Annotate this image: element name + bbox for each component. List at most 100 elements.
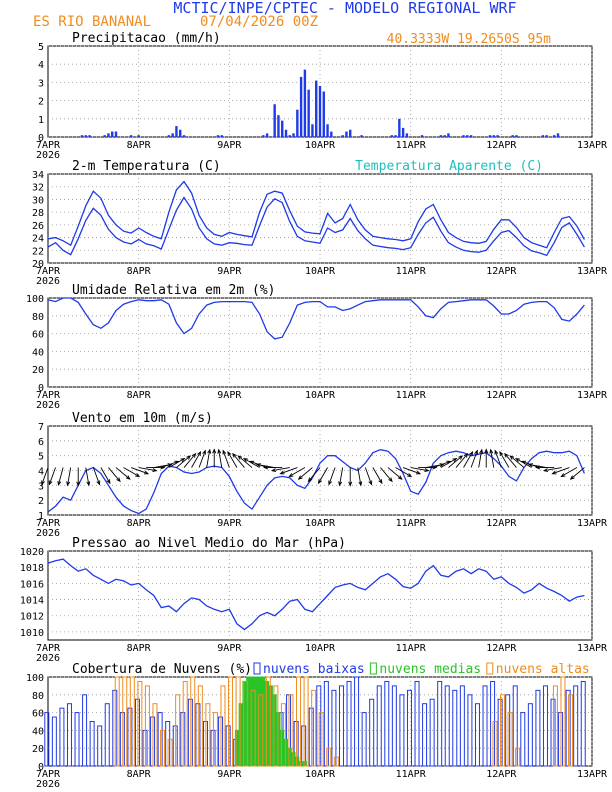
wind-arrow-head bbox=[180, 457, 186, 462]
cloud-bar-altas bbox=[500, 694, 506, 767]
wind-arrow-head bbox=[66, 481, 71, 487]
wind-arrow-head bbox=[469, 450, 474, 456]
wind-arrow bbox=[206, 449, 211, 468]
precip-bar bbox=[420, 135, 424, 137]
x-tick-label: 11APR bbox=[396, 518, 427, 529]
cloud-bar-altas bbox=[318, 712, 324, 767]
x-tick-label: 9APR bbox=[217, 390, 242, 401]
panel-title: 2-m Temperatura (C) bbox=[72, 159, 221, 174]
series-line bbox=[47, 558, 585, 631]
wind-arrow bbox=[256, 463, 275, 468]
x-tick-label: 7APR bbox=[36, 390, 61, 401]
wind-arrow bbox=[100, 467, 111, 484]
y-tick-label: 4 bbox=[38, 467, 44, 478]
wind-arrow-head bbox=[348, 481, 353, 487]
precip-bar bbox=[281, 120, 284, 137]
precip-bar bbox=[103, 135, 106, 137]
precip-bar bbox=[466, 135, 469, 137]
header-coords: 40.3333W 19.2650S 95m bbox=[387, 32, 552, 47]
x-tick-label: 12APR bbox=[486, 518, 517, 529]
precip-bar bbox=[462, 135, 465, 137]
x-tick-label: 12APR bbox=[486, 390, 517, 401]
cloud-bar-baixas bbox=[369, 698, 375, 767]
wind-arrow bbox=[395, 467, 412, 477]
y-tick-label: 34 bbox=[32, 170, 44, 181]
cloud-bar-baixas bbox=[520, 712, 526, 767]
panel-5: 0 20 40 60 80 100 7APR 8APR 9APR 10APR 11APR 12APR 1… bbox=[26, 662, 608, 790]
wind-arrow-head bbox=[135, 473, 141, 478]
cloud-bar-altas bbox=[152, 703, 158, 767]
wind-arrow bbox=[380, 467, 393, 482]
header-run: 07/04/2026 00Z bbox=[200, 14, 318, 30]
cloud-bar-altas bbox=[175, 694, 181, 767]
y-tick-label: 1016 bbox=[20, 579, 44, 590]
wind-arrow bbox=[478, 449, 483, 468]
wind-arrow-head bbox=[116, 477, 121, 483]
cloud-bar-medias bbox=[299, 761, 304, 767]
precip-bar bbox=[553, 135, 556, 137]
cloud-bar-altas bbox=[197, 685, 203, 767]
wind-arrow bbox=[308, 467, 321, 482]
y-tick-label: 0 bbox=[38, 383, 44, 394]
wind-arrow-head bbox=[514, 457, 520, 462]
cloud-bar-baixas bbox=[414, 680, 420, 767]
wind-arrow-head bbox=[249, 460, 255, 465]
x-tick-label: 8APR bbox=[127, 266, 152, 277]
wind-arrow bbox=[58, 467, 64, 486]
y-tick-label: 100 bbox=[26, 294, 44, 305]
x-tick-label: 7APR bbox=[36, 140, 61, 151]
cloud-bar-baixas bbox=[97, 725, 103, 767]
x-tick-label: 11APR bbox=[396, 643, 427, 654]
precip-bar bbox=[492, 135, 495, 137]
x-tick-label: 7APR bbox=[36, 643, 61, 654]
wind-arrow bbox=[168, 458, 185, 468]
y-tick-label: 100 bbox=[26, 673, 44, 684]
cloud-bar-baixas bbox=[59, 707, 65, 767]
y-tick-label: 1 bbox=[38, 115, 44, 126]
cloud-bar-altas bbox=[114, 676, 120, 767]
x-tick-label: 9APR bbox=[217, 769, 242, 780]
precip-bar bbox=[405, 133, 409, 137]
y-tick-label: 20 bbox=[32, 259, 44, 270]
wind-arrow-head bbox=[484, 448, 489, 454]
wind-arrow-head bbox=[407, 473, 413, 478]
precip-bar bbox=[345, 131, 348, 137]
wind-arrow-head bbox=[328, 480, 333, 486]
y-tick-label: 20 bbox=[32, 365, 44, 376]
cloud-bar-altas bbox=[258, 694, 264, 767]
precip-bar bbox=[303, 69, 307, 137]
wind-arrow-head bbox=[338, 481, 343, 487]
panel-title: Vento em 10m (m/s) bbox=[72, 411, 213, 426]
cloud-bar-medias bbox=[261, 676, 266, 767]
panel-0: 0 1 2 3 4 5 7APR 8APR 9APR 10APR 11APR 12APR 13APR 20… bbox=[36, 31, 608, 161]
cloud-bar-altas bbox=[515, 747, 521, 767]
precip-bar bbox=[88, 135, 91, 137]
header-station: ES RIO BANANAL bbox=[33, 14, 151, 30]
wind-arrow bbox=[433, 460, 451, 468]
wind-arrow-head bbox=[76, 481, 81, 487]
cloud-bar-altas bbox=[228, 676, 234, 767]
wind-arrow-head bbox=[551, 470, 557, 475]
legend-label: nuvens altas bbox=[496, 662, 590, 677]
precip-bar bbox=[488, 135, 492, 137]
wind-arrow-head bbox=[167, 463, 173, 467]
cloud-bar-baixas bbox=[74, 712, 80, 767]
cloud-bar-baixas bbox=[82, 694, 88, 767]
wind-arrow-head bbox=[307, 477, 313, 483]
precip-bar bbox=[307, 89, 310, 137]
precip-bar bbox=[390, 135, 393, 137]
cloud-bar-altas bbox=[273, 685, 279, 767]
wind-arrow-head bbox=[416, 470, 422, 475]
x-tick-label: 10APR bbox=[305, 266, 336, 277]
precip-bar bbox=[556, 133, 560, 137]
precip-bar bbox=[220, 135, 223, 137]
precip-bar bbox=[80, 135, 84, 137]
precip-bar bbox=[443, 135, 446, 137]
x-tick-label: 13APR bbox=[577, 769, 608, 780]
cloud-bar-baixas bbox=[384, 680, 390, 767]
cloud-bar-baixas bbox=[51, 716, 57, 767]
x-tick-label: 13APR bbox=[577, 518, 608, 529]
x-tick-label: 13APR bbox=[577, 643, 608, 654]
precip-bar bbox=[511, 135, 514, 137]
cloud-bar-baixas bbox=[399, 694, 405, 767]
